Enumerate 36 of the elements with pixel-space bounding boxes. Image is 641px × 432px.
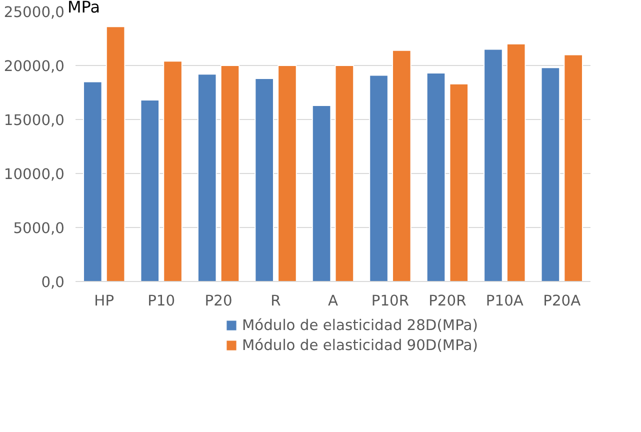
x-tick-label: R [270, 292, 281, 310]
y-tick-label: 10000,0 [4, 166, 64, 183]
y-tick-label: 15000,0 [4, 112, 64, 129]
bar [312, 104, 332, 282]
bar [278, 65, 297, 282]
y-tick-label: 25000,0 [4, 4, 64, 21]
bar [106, 26, 126, 282]
bar [484, 48, 503, 282]
x-tick-label: P10R [371, 292, 410, 310]
bar [140, 100, 160, 282]
y-tick-label: 20000,0 [4, 58, 64, 75]
legend-label: Módulo de elasticidad 90D(MPa) [242, 336, 478, 354]
x-tick-label: P10 [148, 292, 176, 310]
x-tick-label: A [328, 292, 338, 310]
y-tick-label: 5000,0 [13, 220, 65, 237]
x-tick-label: P10A [486, 292, 524, 310]
bar [254, 78, 274, 282]
bar [506, 43, 526, 282]
bar [220, 65, 240, 282]
x-tick-label: HP [94, 292, 114, 310]
y-axis-title: MPa [68, 0, 100, 16]
bar [334, 65, 354, 282]
x-tick-label: P20R [428, 292, 466, 310]
y-tick-label: 0,0 [41, 274, 65, 291]
bar [540, 67, 560, 282]
bar [564, 54, 583, 282]
bar [392, 50, 412, 282]
x-tick-label: P20 [204, 292, 232, 310]
legend-label: Módulo de elasticidad 28D(MPa) [242, 316, 478, 334]
bar [369, 74, 388, 282]
bar [197, 74, 217, 282]
bar [449, 83, 469, 282]
bar [163, 60, 182, 282]
bar [426, 72, 446, 282]
x-tick-label: P20A [543, 292, 581, 310]
bar [83, 81, 102, 282]
